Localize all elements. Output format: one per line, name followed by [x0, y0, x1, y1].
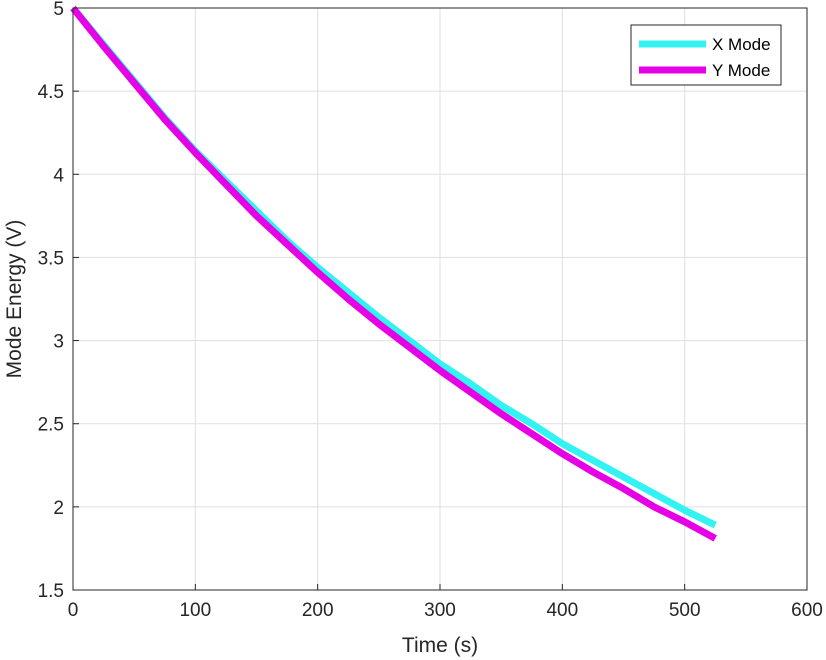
x-tick-label: 500 [669, 600, 701, 621]
y-tick-label: 2 [53, 498, 64, 519]
series-layer [70, 5, 717, 542]
y-axis: 1.5 2 2.5 3 3.5 4 4.5 5 [38, 0, 79, 602]
x-tick-label: 100 [179, 600, 211, 621]
legend-box [630, 24, 782, 86]
legend: X Mode Y Mode [630, 24, 782, 86]
y-tick-label: 2.5 [38, 415, 64, 436]
x-axis: 0 100 200 300 400 500 600 [68, 584, 823, 621]
legend-label-x-mode: X Mode [712, 35, 771, 54]
y-axis-title: Mode Energy (V) [3, 220, 26, 379]
x-tick-label: 200 [302, 600, 334, 621]
y-tick-label: 3.5 [38, 248, 64, 269]
y-tick-label: 4.5 [38, 82, 64, 103]
legend-label-y-mode: Y Mode [712, 61, 770, 80]
x-tick-label: 0 [68, 600, 79, 621]
y-tick-label: 3 [53, 332, 64, 353]
x-axis-title: Time (s) [402, 634, 478, 657]
y-tick-label: 4 [53, 165, 64, 186]
y-tick-label: 1.5 [38, 581, 64, 602]
series-line-y-mode [70, 5, 717, 542]
x-tick-label: 300 [424, 600, 456, 621]
x-tick-label: 400 [546, 600, 578, 621]
x-tick-label: 600 [791, 600, 823, 621]
y-tick-label: 5 [53, 0, 64, 20]
